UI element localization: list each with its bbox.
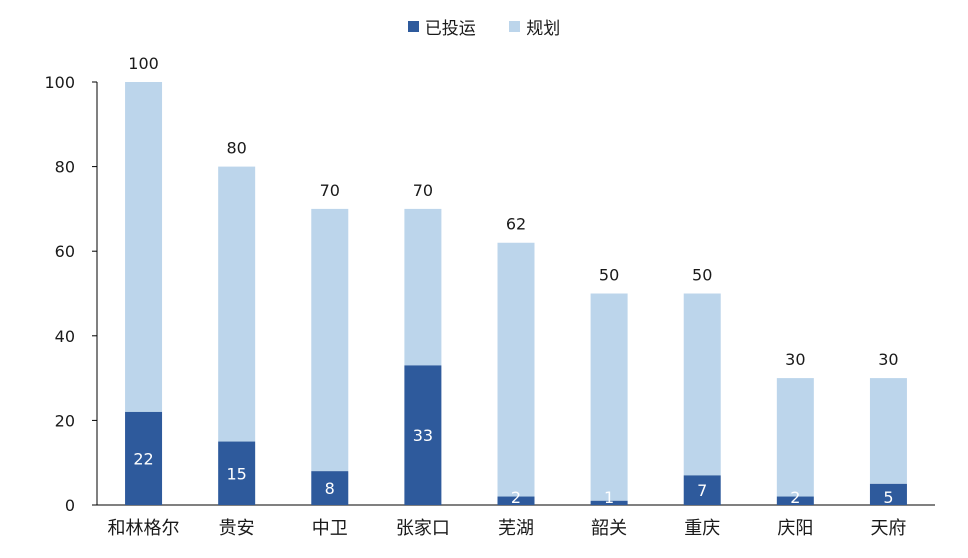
bar-planned [311,208,349,472]
bar-deployed [125,411,163,505]
bar-planned [869,378,907,484]
data-label-total: 70 [413,181,433,200]
x-tick-label: 重庆 [684,518,720,539]
x-tick-label: 庆阳 [777,518,813,539]
x-tick-label: 贵安 [219,518,255,539]
x-tick-label: 中卫 [312,518,348,539]
bar-planned [125,82,163,412]
data-label-total: 80 [226,139,246,158]
x-tick-label: 韶关 [591,518,627,539]
bar-deployed [218,441,256,505]
chart-legend: 已投运 规划 [0,14,968,39]
y-tick-label: 40 [55,327,75,346]
bar-deployed [590,500,628,505]
bar-planned [683,293,721,476]
data-label-deployed: 33 [413,426,433,445]
x-tick-label: 芜湖 [498,518,534,539]
bar-deployed [497,496,535,505]
data-label-deployed: 1 [604,488,614,507]
legend-swatch-deployed [407,21,419,32]
data-label-deployed: 22 [133,449,153,468]
data-label-deployed: 15 [226,464,246,483]
bar-deployed [683,475,721,505]
x-tick-label: 张家口 [396,518,450,539]
bar-planned [218,166,256,442]
legend-label-deployed: 已投运 [424,19,476,39]
bar-deployed [869,483,907,505]
data-label-total: 70 [320,181,340,200]
data-label-deployed: 8 [325,479,335,498]
data-label-total: 50 [599,266,619,285]
data-label-total: 30 [878,350,898,369]
legend-label-planned: 规划 [526,19,561,39]
bar-planned [590,293,628,501]
data-label-deployed: 2 [790,488,800,507]
legend-swatch-planned [509,21,521,32]
legend-item-deployed: 已投运 [407,14,476,39]
data-label-deployed: 7 [697,481,707,500]
data-label-deployed: 5 [883,488,893,507]
data-label-total: 30 [785,350,805,369]
data-label-total: 62 [506,215,526,234]
y-tick-label: 0 [65,496,75,515]
bar-planned [776,378,814,497]
x-tick-label: 天府 [870,518,906,539]
y-tick-label: 60 [55,242,75,261]
bar-planned [404,208,442,366]
x-tick-label: 和林格尔 [108,518,180,539]
bar-deployed [404,365,442,505]
data-label-total: 50 [692,266,712,285]
y-tick-label: 100 [44,73,75,92]
bar-deployed [311,471,349,505]
data-label-total: 100 [128,54,159,73]
y-tick-label: 20 [55,411,75,430]
legend-item-planned: 规划 [509,14,560,39]
data-label-deployed: 2 [511,488,521,507]
bar-planned [497,242,535,497]
y-tick-label: 80 [55,158,75,177]
bar-deployed [776,496,814,505]
